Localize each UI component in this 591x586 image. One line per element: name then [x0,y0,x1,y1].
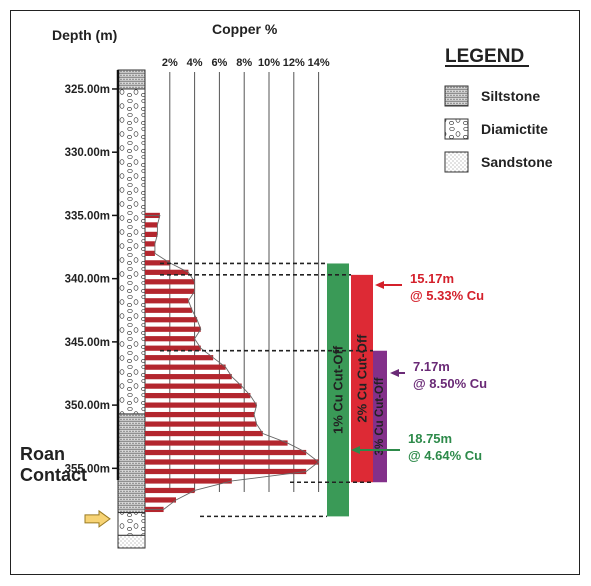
roan-contact-label-line2: Contact [20,465,87,485]
copper-bar [145,393,251,399]
depth-tick-label: 350.00m [65,400,110,412]
depth-tick-label: 340.00m [65,274,110,286]
copper-bar [145,279,195,285]
intercept-bar [327,263,349,517]
copper-bar [145,383,242,389]
copper-bar [145,411,255,418]
copper-bar [145,430,263,437]
intercept-label: 2% Cu Cut-Off [355,334,370,423]
lithology-column [116,69,146,549]
contact-arrow-shape [84,509,111,528]
copper-bar [145,326,201,332]
depth-tick-label: 330.00m [65,147,110,159]
intercept-grade: @ 8.50% Cu [413,376,487,391]
copper-bar [145,260,170,266]
depth-tick-label: 345.00m [65,337,110,349]
copper-bar [145,298,189,304]
x-tick-label: 10% [258,57,280,69]
copper-bar [145,345,201,351]
x-tick-label: 8% [236,57,252,69]
chart-title: Copper % [212,21,278,37]
depth-ticks: 325.00m 330.00m 335.00m 340.00m 345.00m 350.0… [65,84,118,475]
intercept-grade: @ 5.33% Cu [410,288,484,303]
copper-profile-series [145,212,320,513]
lithology-unit-diamictite [117,512,146,536]
copper-bar [145,421,257,427]
copper-bar [145,307,193,313]
x-tick-label: 6% [211,57,227,69]
copper-bar [145,364,226,370]
copper-bar [145,487,195,494]
lithology-unit-sandstone [117,534,146,549]
copper-bar [145,269,189,275]
intercept-bar [351,274,373,483]
intercept-label: 3% Cu Cut-Off [374,377,386,455]
copper-bar [145,288,195,294]
copper-bar [145,402,257,408]
legend-swatch-siltstone [444,85,469,107]
x-tick-label: 14% [308,57,330,69]
lithology-unit-siltstone [117,69,146,90]
legend-title: LEGEND [445,46,524,67]
copper-profile-outline [145,214,320,510]
legend: LEGEND Siltstone Diamictite Sandstone [444,46,553,173]
copper-bar [145,222,158,228]
legend-label-sandstone: Sandstone [481,154,553,170]
copper-x-ticks: 2% 4% 6% 8% 10% 12% 14% [162,57,330,69]
lithology-unit-siltstone [117,413,146,514]
intercept-grade: @ 4.64% Cu [408,448,482,463]
intercept-length: 18.75m [408,431,452,446]
figure-frame [10,10,580,575]
x-tick-label: 4% [187,57,203,69]
intercept-bars: 1% Cu Cut-Off 2% Cu Cut-Off 3% Cu Cut-Off 1… [160,262,487,518]
intercept-length: 7.17m [413,359,450,374]
x-tick-label: 12% [283,57,305,69]
legend-label-diamictite: Diamictite [481,121,548,137]
copper-bar [145,336,195,342]
copper-bar [145,250,155,256]
copper-bar [145,241,155,247]
arrow-head-icon [375,281,384,289]
x-tick-label: 2% [162,57,178,69]
lithology-unit-diamictite [117,88,146,415]
roan-contact-label-line1: Roan [20,444,65,464]
roan-contact-arrow-icon [84,509,111,528]
copper-bar [145,374,232,380]
depth-tick-label: 325.00m [65,84,110,96]
legend-swatch-sandstone [444,151,469,173]
copper-bar [145,449,307,456]
copper-bar [145,317,198,323]
copper-bar [145,231,158,237]
intercept-length: 15.17m [410,271,454,286]
copper-bar [145,355,214,361]
arrow-head-icon [351,446,360,454]
copper-bar [145,440,288,446]
depth-axis-label: Depth (m) [52,27,117,43]
copper-bar [145,459,319,465]
legend-swatch-diamictite [444,118,469,140]
copper-bar [145,468,307,475]
legend-label-siltstone: Siltstone [481,88,540,104]
copper-bar [145,497,176,503]
depth-tick-label: 335.00m [65,210,110,222]
copper-bar [145,478,232,484]
intercept-label: 1% Cu Cut-Off [331,345,346,434]
arrow-head-icon [390,369,399,377]
depth-tick-label: 355.00m [65,463,110,475]
